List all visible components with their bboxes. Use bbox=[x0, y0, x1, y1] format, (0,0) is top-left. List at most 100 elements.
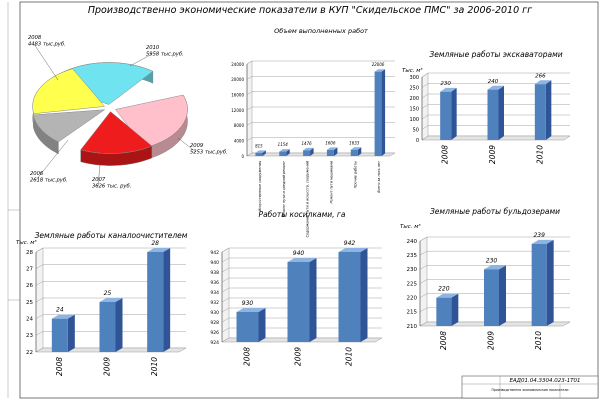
x-tick-label: 2009 bbox=[103, 357, 112, 376]
data-label: 1606 bbox=[325, 140, 336, 145]
bar bbox=[303, 150, 311, 156]
bar-top bbox=[279, 149, 290, 152]
y-tick-label: 8000 bbox=[234, 123, 245, 128]
x-tick-label: Прочие работы bbox=[353, 161, 357, 189]
bar-top bbox=[99, 298, 123, 302]
y-tick-label: 300 bbox=[409, 75, 419, 81]
x-tick-label: Искусственные сооружения bbox=[258, 161, 262, 211]
bar-top bbox=[531, 239, 554, 244]
data-label: 1633 bbox=[349, 140, 360, 145]
bar bbox=[51, 318, 68, 352]
y-tick-label: 0 bbox=[241, 154, 244, 159]
y-tick-label: 215 bbox=[407, 310, 418, 316]
volume-chart: Объем выполненных работ 0 4000 8000 12000 160… bbox=[231, 27, 396, 237]
title-block-frame bbox=[461, 375, 599, 399]
y-tick-label: 250 bbox=[409, 85, 419, 91]
gridline bbox=[419, 293, 570, 298]
gridline bbox=[419, 279, 570, 284]
bar-top bbox=[338, 248, 368, 252]
x-tick-label: 2008 bbox=[441, 145, 450, 164]
bar-side bbox=[357, 147, 362, 156]
y-tick-label: 4000 bbox=[234, 138, 245, 143]
bar-top bbox=[534, 80, 552, 85]
bar-top bbox=[303, 147, 314, 151]
data-label: 942 bbox=[344, 240, 356, 247]
bar bbox=[147, 252, 164, 352]
bar-side bbox=[333, 147, 338, 156]
data-label: 1154 bbox=[278, 142, 289, 147]
chart-floor bbox=[246, 152, 396, 157]
bar-side bbox=[451, 87, 457, 140]
bar-side bbox=[360, 248, 368, 342]
y-axis-label: Тыс. м³ bbox=[400, 223, 421, 230]
pie-value-label: 2618 тыс.руб. bbox=[30, 178, 68, 184]
y-tick-label: 20000 bbox=[231, 77, 244, 82]
data-label: 266 bbox=[535, 73, 546, 79]
y-tick-label: 24 bbox=[26, 316, 33, 322]
x-tick-label: 2009 bbox=[294, 347, 303, 366]
chart-title: Земляные работы экскаваторами bbox=[429, 50, 562, 59]
gridline bbox=[421, 93, 570, 99]
bar bbox=[440, 91, 452, 140]
data-label: 28 bbox=[151, 240, 159, 247]
gridline bbox=[221, 247, 382, 253]
gridline bbox=[419, 250, 570, 256]
bar-side bbox=[545, 80, 552, 140]
y-tick-label: 928 bbox=[210, 320, 219, 326]
x-tick-label: 2009 bbox=[487, 331, 496, 350]
gridline bbox=[246, 91, 395, 95]
y-axis-label: Тыс. м³ bbox=[16, 239, 37, 246]
data-label: 240 bbox=[488, 79, 499, 85]
gridline bbox=[419, 307, 570, 313]
bar-top bbox=[287, 258, 317, 262]
bar bbox=[326, 149, 334, 156]
pie-slice bbox=[32, 109, 106, 143]
bar-top bbox=[440, 87, 457, 92]
y-tick-label: 210 bbox=[407, 324, 418, 330]
y-tick-label: 27 bbox=[26, 266, 33, 272]
y-tick-label: 932 bbox=[210, 300, 219, 306]
excavator-chart: Земляные работы экскаваторами Тыс. м³ 0 50 1… bbox=[402, 50, 571, 164]
axis-side-wall bbox=[221, 247, 230, 343]
gridline bbox=[421, 83, 570, 88]
y-tick-label: 26 bbox=[26, 283, 33, 289]
y-tick-label: 240 bbox=[407, 239, 418, 245]
gridline bbox=[35, 247, 186, 253]
y-tick-label: 24000 bbox=[231, 62, 244, 67]
x-tick-label: Ремонт пути машинами bbox=[329, 160, 333, 203]
pie-value-label: 5253 тыс.руб. bbox=[190, 150, 228, 156]
chart-title: Земляные работы бульдозерами bbox=[430, 207, 560, 216]
gridline bbox=[419, 236, 570, 242]
bar-side bbox=[115, 298, 123, 352]
bar-side bbox=[262, 150, 266, 156]
y-tick-label: 16000 bbox=[231, 92, 244, 97]
page-title: Производственно экономические показатели… bbox=[88, 5, 533, 16]
y-tick-label: 200 bbox=[409, 96, 419, 102]
bar-top bbox=[255, 150, 266, 153]
bulldozer-chart: Земляные работы бульдозерами Тыс. м³ 210 21… bbox=[400, 207, 571, 350]
pie-leader-line bbox=[129, 53, 153, 67]
y-tick-label: 235 bbox=[407, 253, 418, 259]
y-tick-label: 942 bbox=[210, 250, 219, 256]
pie-leader-line bbox=[97, 164, 101, 187]
pie-value-label: 5958 тыс.руб. bbox=[146, 52, 184, 58]
bar-top bbox=[236, 308, 266, 312]
y-axis-label: Тыс. м³ bbox=[402, 67, 423, 74]
sheet-frame bbox=[19, 1, 599, 399]
gridline bbox=[221, 327, 382, 333]
y-tick-label: 938 bbox=[210, 270, 219, 276]
y-tick-label: 940 bbox=[210, 260, 219, 266]
x-tick-label: Ремонт пути и средний ремонт bbox=[282, 160, 286, 217]
gridline bbox=[246, 60, 395, 65]
bar-top bbox=[326, 147, 338, 150]
chart-title: Земляные работы каналоочистителем bbox=[35, 231, 188, 240]
pie-value-label: 4483 тыс.руб. bbox=[28, 42, 66, 48]
y-tick-label: 28 bbox=[26, 250, 33, 256]
data-label: 24 bbox=[56, 307, 64, 314]
chart-title: Работы косилками, га bbox=[259, 210, 346, 219]
data-label: 940 bbox=[293, 250, 305, 257]
data-label: 230 bbox=[486, 257, 498, 264]
bar-top bbox=[484, 265, 506, 270]
